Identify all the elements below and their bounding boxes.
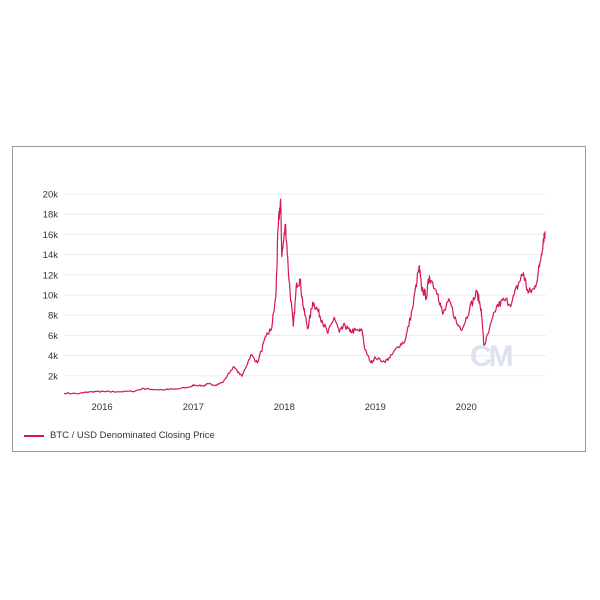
legend-label: BTC / USD Denominated Closing Price [50,430,215,441]
y-tick-label: 20k [43,190,59,201]
y-tick-label: 14k [43,250,59,261]
x-tick-label: 2019 [365,402,386,413]
y-tick-label: 2k [48,371,58,382]
y-tick-label: 18k [43,210,59,221]
legend: BTC / USD Denominated Closing Price [24,430,215,441]
x-tick-label: 2016 [92,402,113,413]
legend-swatch [24,434,44,437]
btc-price-line [63,198,546,395]
x-tick-label: 2017 [183,402,204,413]
x-axis-ticks: 2016 2017 2018 2019 2020 [92,402,477,413]
y-tick-label: 10k [43,291,59,302]
y-axis-ticks: 2k 4k 6k 8k 10k 12k 14k 16k 18k 20k [43,190,59,383]
y-tick-label: 16k [43,230,59,241]
grid-lines [64,193,546,377]
y-tick-label: 8k [48,311,58,322]
y-tick-label: 6k [48,331,58,342]
x-tick-label: 2018 [274,402,295,413]
y-tick-label: 4k [48,351,58,362]
x-tick-label: 2020 [456,402,477,413]
y-tick-label: 12k [43,270,59,281]
watermark-logo: CM [470,340,514,373]
chart-frame [12,146,586,452]
